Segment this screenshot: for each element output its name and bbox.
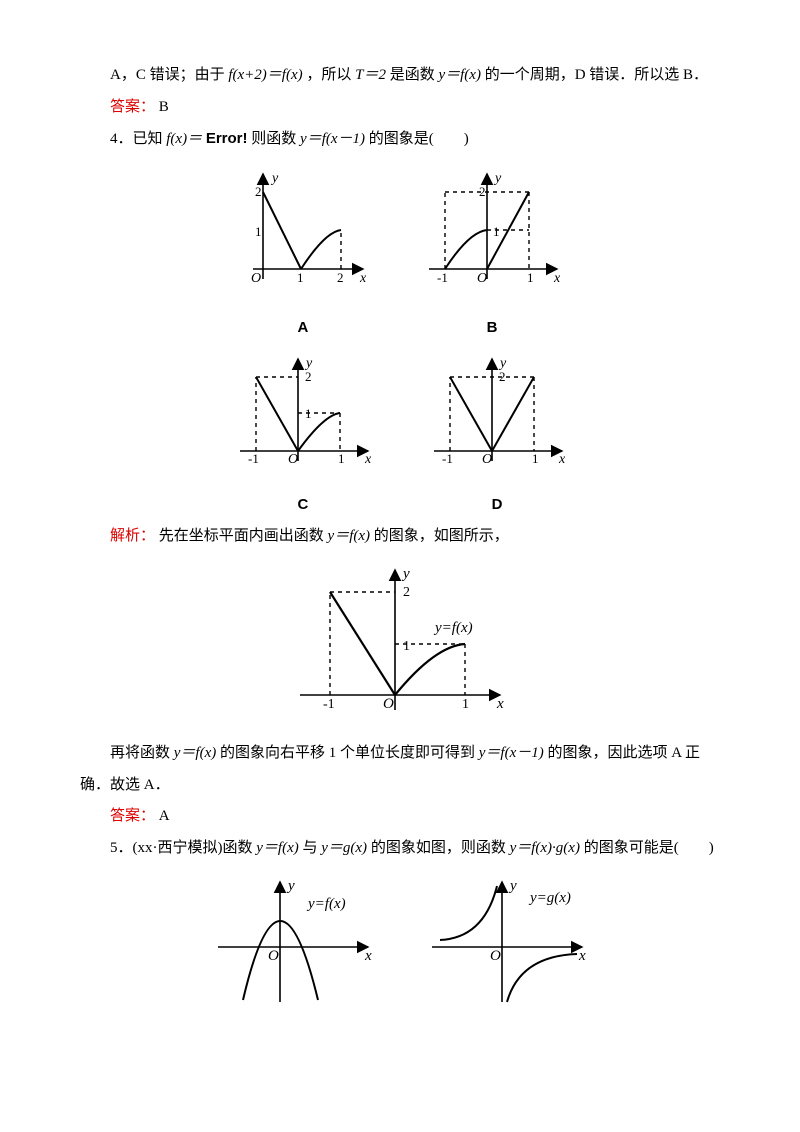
graph-option-b: y x O 2 1 -1 1 [417,164,567,304]
label-c: C [228,489,378,521]
equation: f(x)＝ [166,131,202,147]
graph-fx-parabola: y x O y=f(x) [208,872,378,1012]
tick-x2: 2 [337,270,344,285]
answer-value: A [159,808,170,824]
origin-label: O [490,948,501,964]
equation: f(x+2)＝f(x) [228,67,302,83]
graph-option-c: y x O 2 1 -1 1 [228,351,378,481]
tick-2: 2 [255,184,262,199]
text: 的图象是( ) [369,131,469,147]
tick-neg1: -1 [323,697,335,712]
x-label: x [558,452,566,467]
graph-main-fx: y x O 2 1 -1 1 y=f(x) [285,560,515,730]
options-row-1: y x O 2 1 1 2 y x O 2 1 -1 1 [80,164,720,304]
text: 的图象可能是( ) [584,840,714,856]
question-5: 5．(xx·西宁模拟)函数 y＝f(x) 与 y＝g(x) 的图象如图，则函数 … [80,833,720,865]
equation: y＝g(x) [321,840,367,856]
origin-label: O [383,696,394,712]
tick-2: 2 [305,369,312,384]
tick-x1: 1 [532,451,539,466]
origin-label: O [288,452,298,467]
equation: y＝f(x) [174,745,216,761]
label-d: D [422,489,572,521]
caption-row-2: C D [80,489,720,521]
answer-label: 答案： [110,808,155,824]
label-b: B [417,312,567,344]
analysis-line: 解析： 先在坐标平面内画出函数 y＝f(x) 的图象，如图所示， [80,521,720,553]
text: 的图象如图，则函数 [371,840,510,856]
text: 是函数 [390,67,439,83]
tick-1: 1 [403,639,410,654]
curve-label: y=f(x) [306,896,346,912]
answer-value: B [159,99,169,115]
tick-x1: 1 [297,270,304,285]
error-text: Error! [206,130,248,147]
graph-option-a: y x O 2 1 1 2 [233,164,373,304]
origin-label: O [477,271,487,286]
x-label: x [578,948,586,964]
text: 5．(xx·西宁模拟)函数 [110,840,256,856]
tick-1: 1 [255,224,262,239]
answer-line-1: 答案： B [80,92,720,124]
analysis-label: 解析： [110,528,155,544]
tick-neg1: -1 [248,451,259,466]
tick-neg1: -1 [437,270,448,285]
paragraph-intro: A，C 错误；由于 f(x+2)＝f(x) ，所以 T＝2 是函数 y＝f(x)… [80,60,720,92]
equation: y＝f(x) [256,840,298,856]
text: A，C 错误；由于 [110,67,228,83]
x-label: x [364,452,372,467]
x-label: x [496,696,504,712]
tick-2: 2 [403,585,410,600]
text: 4．已知 [110,131,166,147]
equation: y＝f(x－1) [479,745,544,761]
text: 的一个周期，D 错误．所以选 B． [485,67,708,83]
x-label: x [553,271,561,286]
options-row-2: y x O 2 1 -1 1 y x O 2 -1 1 [80,351,720,481]
equation: y＝f(x－1) [300,131,365,147]
x-label: x [364,948,372,964]
text: 则函数 [251,131,300,147]
main-graph-row: y x O 2 1 -1 1 y=f(x) [80,560,720,730]
label-a: A [233,312,373,344]
tick-x1: 1 [338,451,345,466]
y-label: y [286,878,295,894]
equation: T＝2 [355,67,386,83]
text: 的图象，如图所示， [374,528,509,544]
x-label: x [359,271,367,286]
equation: y＝f(x) [328,528,370,544]
caption-row-1: A B [80,312,720,344]
origin-label: O [482,452,492,467]
text: 先在坐标平面内画出函数 [159,528,328,544]
tick-1: 1 [493,224,500,239]
answer-line-2: 答案： A [80,801,720,833]
curve-label: y=g(x) [528,890,571,906]
shift-paragraph: 再将函数 y＝f(x) 的图象向右平移 1 个单位长度即可得到 y＝f(x－1)… [80,738,720,801]
y-label: y [493,171,502,186]
origin-label: O [251,271,261,286]
curve-label: y=f(x) [433,620,473,636]
text: 的图象向右平移 1 个单位长度即可得到 [220,745,479,761]
tick-neg1: -1 [442,451,453,466]
y-label: y [401,566,410,582]
graph-gx-hyperbola: y x O y=g(x) [422,872,592,1012]
text: 再将函数 [110,745,174,761]
text: 与 [302,840,321,856]
tick-x1: 1 [527,270,534,285]
equation: y＝f(x) [438,67,480,83]
graph-option-d: y x O 2 -1 1 [422,351,572,481]
equation: y＝f(x)·g(x) [510,840,580,856]
origin-label: O [268,948,279,964]
answer-label: 答案： [110,99,155,115]
source-graphs-row: y x O y=f(x) y x O y=g(x) [80,872,720,1012]
tick-x1: 1 [462,697,469,712]
y-label: y [508,878,517,894]
question-4: 4．已知 f(x)＝ Error! 则函数 y＝f(x－1) 的图象是( ) [80,123,720,156]
y-label: y [270,171,279,186]
text: ，所以 [306,67,355,83]
